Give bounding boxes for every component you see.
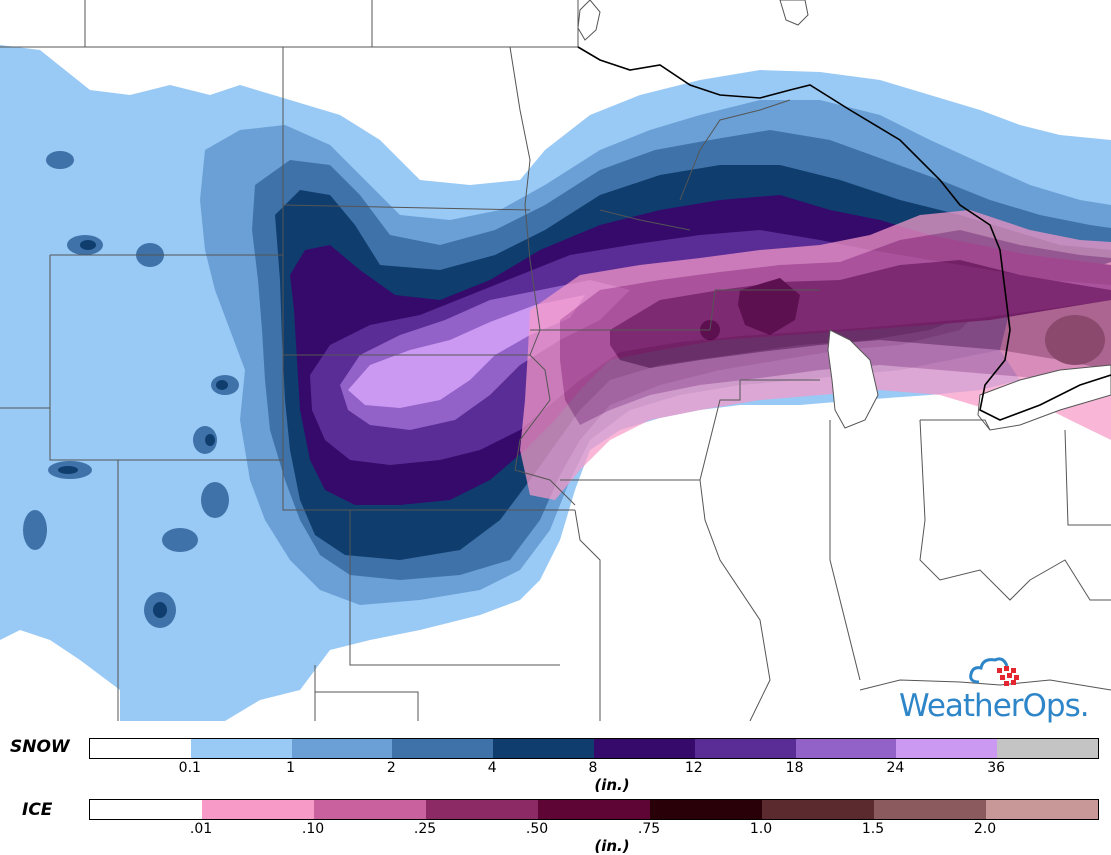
snow-legend-swatch <box>392 739 494 758</box>
snow-legend-tick-label: 24 <box>886 760 905 776</box>
snow-legend-swatch <box>190 739 292 758</box>
ice-legend-tick-label: .75 <box>637 821 661 837</box>
ice-legend-swatch <box>538 800 650 819</box>
ice-legend-swatch <box>650 800 762 819</box>
snow-legend-swatch <box>493 739 594 758</box>
logo-text-weather: Weather <box>899 688 1024 724</box>
ice-layers <box>520 210 1111 500</box>
snow-legend-tick-label: 12 <box>684 760 703 776</box>
logo-text-ops: Ops <box>1022 688 1081 724</box>
logo-text-dot: . <box>1079 688 1090 724</box>
snow-legend-swatch <box>90 739 191 758</box>
logo-wordmark: WeatherOps. <box>899 688 1090 724</box>
snow-legend-tick-label: 36 <box>987 760 1006 776</box>
snow-legend-tick-label: 2 <box>386 760 396 776</box>
state-lines <box>0 0 1111 721</box>
ice-legend-swatch <box>762 800 874 819</box>
map-canvas <box>0 0 1111 721</box>
ice-legend-tick-label: .10 <box>301 821 325 837</box>
snow-units-label: (in.) <box>594 776 630 794</box>
ice-legend-label: ICE <box>22 800 53 820</box>
lake-superior-shore <box>577 0 601 41</box>
snow-color-bar <box>89 738 1099 759</box>
snow-legend-tick-label: 0.1 <box>178 760 201 776</box>
snow-contour-24 <box>348 295 585 408</box>
snow-legend-tick-label: 18 <box>785 760 804 776</box>
snow-legend-label: SNOW <box>10 737 70 757</box>
ice-legend-swatch <box>426 800 538 819</box>
ice-legend-tick-label: 1.5 <box>861 821 885 837</box>
ice-legend-tick-label: 2.0 <box>973 821 997 837</box>
lake-erie <box>977 364 1111 431</box>
ice-legend-swatch <box>202 800 314 819</box>
ice-legend-tick-label: .50 <box>525 821 549 837</box>
mountain-snow-cores <box>58 240 228 618</box>
snow-ice-forecast-map <box>0 0 1111 721</box>
ice-units-label: (in.) <box>594 837 630 855</box>
ice-contour-50 <box>738 278 800 335</box>
snow-legend-tick-label: 8 <box>588 760 598 776</box>
great-lakes <box>577 0 1111 431</box>
ice-contour-50-east <box>1045 315 1105 365</box>
ice-legend-swatch <box>314 800 426 819</box>
snow-legend-swatch <box>997 739 1098 758</box>
ice-legend-swatch <box>986 800 1098 819</box>
lake-huron-islands <box>779 0 809 26</box>
snow-legend-swatch <box>694 739 796 758</box>
cloud-logo-icon <box>969 657 1019 686</box>
ice-legend-tick-label: .01 <box>189 821 213 837</box>
ice-legend-swatch <box>90 800 202 819</box>
ice-legend-swatch <box>874 800 986 819</box>
international-border <box>577 46 1111 421</box>
ice-legend-tick-label: 1.0 <box>749 821 773 837</box>
ice-contour-25 <box>610 260 1111 370</box>
ice-legend-tick-label: .25 <box>413 821 437 837</box>
snow-legend-swatch <box>795 739 897 758</box>
snow-legend-tick-label: 4 <box>487 760 497 776</box>
snow-legend-swatch <box>896 739 998 758</box>
weatherops-logo: WeatherOps. <box>899 652 1099 724</box>
lake-michigan <box>827 329 879 429</box>
snow-legend-swatch <box>593 739 695 758</box>
snow-legend-tick-label: 1 <box>286 760 296 776</box>
snow-legend-swatch <box>291 739 393 758</box>
ice-color-bar <box>89 799 1099 820</box>
